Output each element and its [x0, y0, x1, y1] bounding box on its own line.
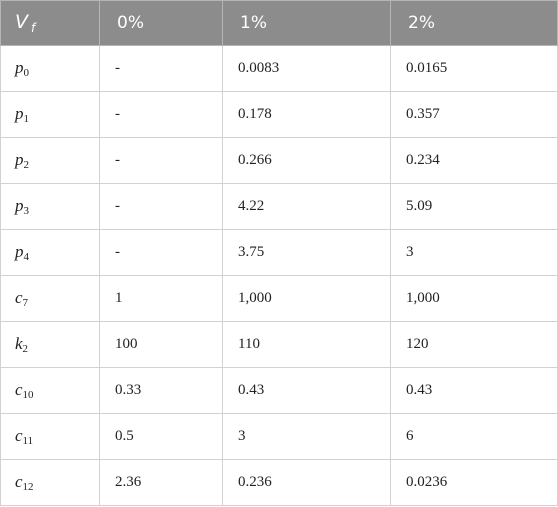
- parameter-symbol: c12: [0, 459, 100, 506]
- value-cell-1pct: 4.22: [222, 183, 391, 230]
- parameter-base: c: [15, 472, 23, 491]
- value-cell-0pct: 1: [99, 275, 223, 322]
- value-cell-0pct: -: [99, 45, 223, 92]
- value-cell-2pct: 6: [390, 413, 558, 460]
- parameter-subscript: 10: [22, 389, 34, 401]
- header-col-2pct: 2%: [390, 0, 558, 46]
- parameter-symbol: p3: [0, 183, 100, 230]
- parameter-subscript: 7: [22, 297, 29, 309]
- parameter-subscript: 1: [23, 113, 30, 125]
- parameter-symbol: c10: [0, 367, 100, 414]
- value-cell-2pct: 0.234: [390, 137, 558, 184]
- parameter-symbol: p4: [0, 229, 100, 276]
- value-cell-1pct: 0.178: [222, 91, 391, 138]
- value-cell-0pct: -: [99, 91, 223, 138]
- parameter-symbol: c11: [0, 413, 100, 460]
- value-cell-1pct: 110: [222, 321, 391, 368]
- value-cell-0pct: -: [99, 229, 223, 276]
- parameter-subscript: 11: [22, 435, 34, 447]
- value-cell-1pct: 0.43: [222, 367, 391, 414]
- parameter-base: p: [15, 58, 24, 77]
- table-row: p1-0.178 0.357: [0, 91, 558, 138]
- value-cell-2pct: 0.357: [390, 91, 558, 138]
- parameter-base: p: [15, 242, 24, 261]
- value-cell-1pct: 1,000: [222, 275, 391, 322]
- header-col-1pct: 1%: [222, 0, 391, 46]
- value-cell-0pct: -: [99, 183, 223, 230]
- parameter-subscript: 2: [23, 159, 30, 171]
- parameter-base: p: [15, 150, 24, 169]
- parameter-subscript: 12: [22, 481, 34, 493]
- parameter-subscript: 4: [23, 251, 30, 263]
- parameter-symbol: p0: [0, 45, 100, 92]
- value-cell-0pct: 2.36: [99, 459, 223, 506]
- table-row: c7 1 1,000 1,000: [0, 275, 558, 322]
- value-cell-1pct: 0.0083: [222, 45, 391, 92]
- parameter-base: p: [15, 104, 24, 123]
- value-cell-2pct: 1,000: [390, 275, 558, 322]
- value-cell-2pct: 0.0165: [390, 45, 558, 92]
- value-cell-2pct: 120: [390, 321, 558, 368]
- value-cell-2pct: 0.43: [390, 367, 558, 414]
- value-cell-0pct: 0.5: [99, 413, 223, 460]
- table-row: c10 0.33 0.43 0.43: [0, 367, 558, 414]
- value-cell-1pct: 0.236: [222, 459, 391, 506]
- header-var-sub: f: [31, 21, 36, 35]
- parameter-symbol: p1: [0, 91, 100, 138]
- value-cell-1pct: 0.266: [222, 137, 391, 184]
- value-cell-1pct: 3: [222, 413, 391, 460]
- parameter-subscript: 0: [23, 67, 30, 79]
- parameter-base: c: [15, 380, 23, 399]
- value-cell-0pct: 0.33: [99, 367, 223, 414]
- parameter-symbol: p2: [0, 137, 100, 184]
- table-row: p2-0.266 0.234: [0, 137, 558, 184]
- parameter-symbol: k2: [0, 321, 100, 368]
- table-row: c12 2.36 0.236 0.0236: [0, 459, 558, 506]
- value-cell-2pct: 0.0236: [390, 459, 558, 506]
- header-var-base: V: [15, 11, 28, 33]
- table-row: p0-0.0083 0.0165: [0, 45, 558, 92]
- value-cell-2pct: 5.09: [390, 183, 558, 230]
- parameter-base: k: [15, 334, 23, 353]
- parameter-base: c: [15, 426, 23, 445]
- table-row: c11 0.5 3 6: [0, 413, 558, 460]
- table-row: p3-4.22 5.09: [0, 183, 558, 230]
- value-cell-1pct: 3.75: [222, 229, 391, 276]
- parameter-subscript: 3: [23, 205, 30, 217]
- header-col-0pct: 0%: [99, 0, 223, 46]
- value-cell-0pct: 100: [99, 321, 223, 368]
- value-cell-0pct: -: [99, 137, 223, 184]
- value-cell-2pct: 3: [390, 229, 558, 276]
- table-row: k2 100 110 120: [0, 321, 558, 368]
- parameter-subscript: 2: [22, 343, 29, 355]
- table-row: p4-3.75 3: [0, 229, 558, 276]
- parameter-base: c: [15, 288, 23, 307]
- parameter-symbol: c7: [0, 275, 100, 322]
- parameter-base: p: [15, 196, 24, 215]
